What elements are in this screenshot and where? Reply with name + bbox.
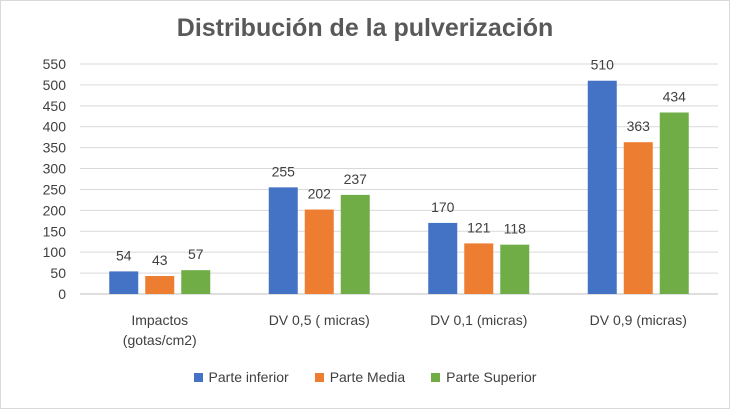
data-label: 237 [344, 171, 368, 187]
y-tick-label: 50 [50, 265, 66, 281]
legend-swatch [193, 372, 203, 382]
legend-swatch [314, 372, 324, 382]
x-category-label: DV 0,1 (micras) [430, 312, 527, 328]
data-label: 43 [152, 252, 168, 268]
y-tick-label: 250 [43, 181, 67, 197]
x-category-label: DV 0,5 ( micras) [269, 312, 370, 328]
y-tick-label: 500 [43, 77, 67, 93]
y-tick-label: 0 [58, 286, 66, 302]
y-tick-label: 300 [43, 161, 67, 177]
legend-item: Parte Superior [431, 369, 536, 385]
data-label: 118 [504, 221, 527, 237]
y-tick-label: 400 [43, 119, 67, 135]
y-tick-label: 150 [43, 223, 67, 239]
y-tick-label: 550 [43, 56, 67, 72]
legend-label: Parte Media [329, 369, 406, 385]
y-tick-label: 100 [43, 244, 67, 260]
x-category-label: Impactos [131, 312, 188, 328]
bar [464, 243, 494, 294]
data-label: 170 [431, 199, 455, 215]
x-category-label: DV 0,9 (micras) [590, 312, 687, 328]
y-tick-label: 450 [43, 98, 67, 114]
bar [623, 142, 653, 294]
bar [340, 194, 370, 294]
bar [428, 222, 458, 294]
bar [659, 112, 689, 294]
data-label: 202 [308, 186, 332, 202]
y-tick-label: 350 [43, 140, 67, 156]
bar [181, 270, 211, 294]
chart-title: Distribución de la pulverización [176, 14, 554, 42]
data-label: 255 [272, 163, 296, 179]
data-label: 57 [188, 246, 204, 262]
bar [109, 271, 139, 294]
data-label: 363 [627, 118, 651, 134]
bar [500, 244, 530, 294]
bar [587, 80, 617, 295]
legend-label: Parte Superior [446, 369, 537, 385]
bar [268, 187, 298, 294]
x-category-label: (gotas/cm2) [123, 332, 197, 348]
data-label: 510 [591, 57, 615, 73]
bar [145, 276, 175, 294]
data-label: 54 [116, 247, 132, 263]
legend-label: Parte inferior [208, 369, 289, 385]
bar [304, 209, 334, 294]
chart-legend: Parte inferior Parte Media Parte Superior [0, 369, 730, 385]
data-label: 121 [467, 219, 491, 235]
data-label: 434 [663, 89, 687, 105]
legend-swatch [431, 372, 441, 382]
y-tick-label: 200 [43, 202, 67, 218]
legend-item: Parte inferior [193, 369, 289, 385]
legend-item: Parte Media [314, 369, 406, 385]
